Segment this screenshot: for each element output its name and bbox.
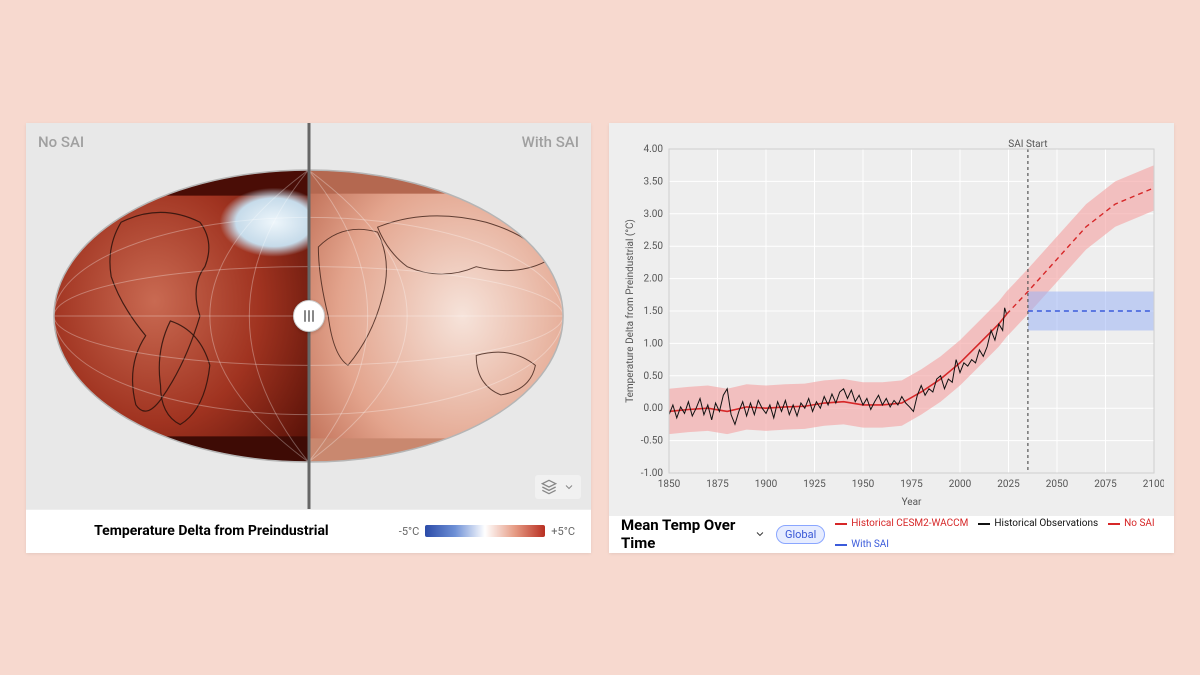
svg-text:2.00: 2.00	[644, 273, 664, 284]
svg-text:1925: 1925	[803, 479, 826, 490]
svg-text:-0.50: -0.50	[641, 435, 664, 446]
svg-text:0.00: 0.00	[644, 403, 664, 414]
svg-text:2000: 2000	[949, 479, 972, 490]
legend-swatch	[1108, 523, 1120, 525]
svg-text:1900: 1900	[755, 479, 778, 490]
svg-text:1.00: 1.00	[644, 338, 664, 349]
colorbar-max-label: +5°C	[551, 525, 575, 538]
legend-label: Historical CESM2-WACCM	[851, 518, 968, 529]
colorbar-min-label: -5°C	[399, 525, 420, 538]
legend-item[interactable]: With SAI	[835, 539, 889, 550]
svg-text:1975: 1975	[900, 479, 923, 490]
map-colorbar: -5°C +5°C	[399, 525, 575, 538]
legend-swatch	[835, 544, 847, 546]
svg-text:2100: 2100	[1143, 479, 1164, 490]
svg-text:2.50: 2.50	[644, 241, 664, 252]
chart-legend: Historical CESM2-WACCM Historical Observa…	[835, 518, 1162, 550]
map-plot-area: No SAI With SAI	[26, 123, 591, 509]
svg-text:4.00: 4.00	[644, 144, 664, 155]
chevron-down-icon	[563, 481, 575, 493]
layers-icon	[541, 479, 557, 495]
grip-icon	[304, 310, 314, 322]
svg-text:Year: Year	[902, 497, 922, 508]
chart-footer: Mean Temp Over Time Global Historical CE…	[609, 515, 1174, 553]
svg-text:1850: 1850	[658, 479, 681, 490]
legend-item[interactable]: Historical CESM2-WACCM	[835, 518, 968, 529]
svg-text:0.50: 0.50	[644, 370, 664, 381]
chevron-down-icon	[754, 527, 766, 541]
svg-text:3.00: 3.00	[644, 208, 664, 219]
layer-control-button[interactable]	[535, 475, 581, 499]
legend-item[interactable]: Historical Observations	[978, 518, 1098, 529]
svg-text:2025: 2025	[997, 479, 1020, 490]
svg-text:1.50: 1.50	[644, 306, 664, 317]
map-footer: Temperature Delta from Preindustrial -5°…	[26, 509, 591, 553]
svg-text:-1.00: -1.00	[641, 468, 664, 479]
svg-text:2075: 2075	[1094, 479, 1117, 490]
svg-text:1875: 1875	[706, 479, 729, 490]
legend-swatch	[835, 523, 847, 525]
legend-label: No SAI	[1124, 518, 1155, 529]
legend-label: Historical Observations	[994, 518, 1098, 529]
chart-title-text: Mean Temp Over Time	[621, 516, 750, 552]
map-split-handle[interactable]	[293, 300, 325, 332]
timeseries-svg: -1.00 -0.50 0.00 0.50 1.00 1.50 2.00 2.50 3.00 3.…	[619, 133, 1164, 511]
svg-text:SAI Start: SAI Start	[1008, 139, 1047, 150]
timeseries-chart-panel: -1.00 -0.50 0.00 0.50 1.00 1.50 2.00 2.50 3.00 3.…	[609, 123, 1174, 553]
svg-text:Temperature Delta from Preindu: Temperature Delta from Preindustrial (°C…	[624, 219, 636, 403]
map-label-with-sai: With SAI	[522, 133, 579, 151]
legend-swatch	[978, 523, 990, 525]
legend-label: With SAI	[851, 539, 889, 550]
svg-text:3.50: 3.50	[644, 176, 664, 187]
legend-item[interactable]: No SAI	[1108, 518, 1155, 529]
map-label-no-sai: No SAI	[38, 133, 84, 151]
map-title: Temperature Delta from Preindustrial	[42, 523, 381, 539]
map-comparison-panel: No SAI With SAI	[26, 123, 591, 553]
chart-title-dropdown[interactable]: Mean Temp Over Time	[621, 516, 766, 552]
svg-text:1950: 1950	[852, 479, 875, 490]
colorbar-gradient	[425, 525, 545, 537]
svg-text:2050: 2050	[1046, 479, 1069, 490]
region-pill[interactable]: Global	[776, 525, 825, 544]
chart-plot-area: -1.00 -0.50 0.00 0.50 1.00 1.50 2.00 2.50 3.00 3.…	[609, 123, 1174, 515]
